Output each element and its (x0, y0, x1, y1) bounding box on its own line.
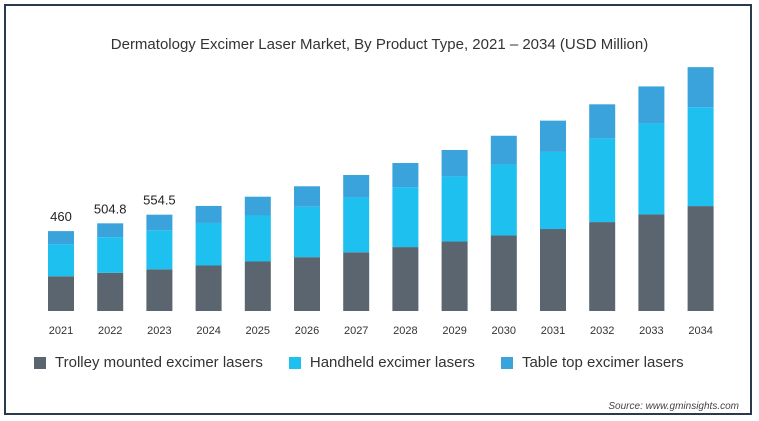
bar-2033-series-1 (638, 123, 665, 215)
bar-2034-series-1 (687, 107, 714, 207)
chart-frame (4, 4, 752, 415)
x-tick-2032: 2032 (590, 325, 614, 337)
legend-swatch-handheld (288, 356, 301, 369)
bar-2032-series-2 (589, 104, 616, 139)
bar-2030-series-2 (490, 135, 517, 165)
bar-2023-series-0 (146, 269, 173, 311)
legend-label-trolley: Trolley mounted excimer lasers (55, 354, 263, 371)
bar-2027-series-1 (343, 197, 370, 253)
bar-2028-series-2 (392, 163, 419, 188)
bar-2031-series-0 (540, 229, 566, 311)
legend: Trolley mounted excimer lasers Handheld … (34, 354, 710, 371)
x-tick-2028: 2028 (393, 325, 417, 337)
x-tick-2023: 2023 (147, 325, 171, 337)
bar-2023-series-2 (146, 214, 173, 231)
bar-2029-series-0 (441, 241, 468, 311)
bar-2029-series-2 (441, 149, 468, 177)
x-tick-2025: 2025 (246, 325, 270, 337)
bar-2032-series-0 (589, 222, 616, 311)
bar-2033-series-2 (638, 86, 665, 124)
bar-2034-series-2 (687, 67, 714, 108)
x-tick-2031: 2031 (541, 325, 565, 337)
x-tick-2034: 2034 (688, 325, 712, 337)
bar-2026-series-0 (294, 257, 320, 311)
x-tick-2027: 2027 (344, 325, 368, 337)
chart-title: Dermatology Excimer Laser Market, By Pro… (110, 36, 649, 53)
bar-2023-series-1 (146, 230, 173, 270)
bar-2022-series-0 (97, 272, 124, 311)
bar-2025-series-0 (244, 261, 271, 311)
bar-2028-series-0 (392, 247, 419, 311)
data-label-2023: 554.5 (143, 193, 176, 208)
data-label-2021: 460 (50, 209, 72, 224)
x-tick-2030: 2030 (492, 325, 516, 337)
legend-swatch-trolley (34, 356, 46, 369)
legend-item-handheld: Handheld excimer lasers (288, 354, 475, 371)
bar-2021-series-0 (48, 276, 74, 311)
bar-2030-series-0 (490, 235, 517, 311)
legend-item-trolley: Trolley mounted excimer lasers (34, 354, 263, 371)
data-label-2022: 504.8 (94, 201, 127, 216)
bar-2030-series-1 (490, 164, 517, 236)
bar-2025-series-2 (244, 196, 271, 216)
legend-label-tabletop: Table top excimer lasers (521, 354, 684, 371)
bar-2031-series-1 (540, 151, 566, 230)
x-tick-2021: 2021 (49, 325, 73, 337)
bar-2025-series-1 (244, 215, 271, 262)
bar-2024-series-0 (195, 265, 222, 311)
x-tick-2029: 2029 (442, 325, 466, 337)
bar-2027-series-0 (343, 252, 370, 311)
bar-2022-series-2 (97, 223, 124, 238)
bar-2029-series-1 (441, 176, 468, 242)
bar-2033-series-0 (638, 214, 665, 311)
x-tick-2024: 2024 (196, 325, 220, 337)
bar-2031-series-2 (540, 120, 566, 152)
x-tick-2026: 2026 (295, 325, 319, 337)
bar-2026-series-2 (294, 186, 320, 207)
bar-2021-series-1 (48, 244, 74, 277)
bar-2032-series-1 (589, 138, 616, 223)
bar-2028-series-1 (392, 187, 419, 248)
bar-2027-series-2 (343, 175, 370, 198)
bar-2034-series-0 (687, 206, 714, 311)
bar-2024-series-2 (195, 205, 222, 223)
x-tick-2022: 2022 (98, 325, 122, 337)
x-tick-2033: 2033 (639, 325, 663, 337)
bar-2022-series-1 (97, 237, 124, 273)
bar-2026-series-1 (294, 206, 320, 258)
bar-2024-series-1 (195, 222, 222, 266)
source-note: Source: www.gminsights.com (608, 401, 739, 412)
legend-item-tabletop: Table top excimer lasers (500, 354, 684, 371)
legend-label-handheld: Handheld excimer lasers (309, 354, 475, 371)
bar-2021-series-2 (48, 231, 74, 245)
legend-swatch-tabletop (500, 356, 513, 369)
